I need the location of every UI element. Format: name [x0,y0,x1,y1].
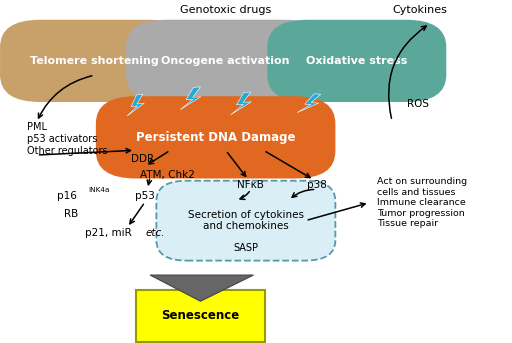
Text: PML
p53 activators
Other regulators: PML p53 activators Other regulators [27,122,107,156]
FancyBboxPatch shape [267,20,446,102]
Text: Genotoxic drugs: Genotoxic drugs [180,5,271,15]
FancyBboxPatch shape [0,20,189,102]
Text: Oxidative stress: Oxidative stress [306,56,408,66]
Text: Oncogene activation: Oncogene activation [161,56,290,66]
FancyBboxPatch shape [156,181,335,261]
Polygon shape [180,87,201,110]
FancyBboxPatch shape [126,20,325,102]
Text: p16: p16 [57,191,77,201]
Text: INK4a: INK4a [89,187,110,193]
Text: p38: p38 [307,180,327,190]
FancyBboxPatch shape [136,290,265,342]
Text: NFκB: NFκB [238,180,264,190]
Text: Cytokines: Cytokines [392,5,447,15]
Text: ROS: ROS [407,99,429,109]
Text: Persistent DNA Damage: Persistent DNA Damage [136,131,295,144]
Text: Act on surrounding
cells and tissues
Immune clearance
Tumor progression
Tissue r: Act on surrounding cells and tissues Imm… [377,177,467,228]
FancyBboxPatch shape [96,96,335,178]
Text: DDR: DDR [132,154,155,165]
Text: SASP: SASP [233,243,259,253]
Text: p21, miR: p21, miR [84,228,135,238]
Text: Telomere shortening: Telomere shortening [30,56,159,66]
Text: ATM, Chk2: ATM, Chk2 [140,170,195,180]
Text: p53: p53 [135,191,155,201]
Polygon shape [150,275,253,301]
Polygon shape [297,94,321,113]
Polygon shape [231,92,251,115]
Text: Secretion of cytokines
and chemokines: Secretion of cytokines and chemokines [188,210,304,232]
Polygon shape [127,94,144,116]
Text: etc.: etc. [145,228,164,238]
Text: Senescence: Senescence [161,309,240,322]
Text: RB: RB [65,209,78,219]
